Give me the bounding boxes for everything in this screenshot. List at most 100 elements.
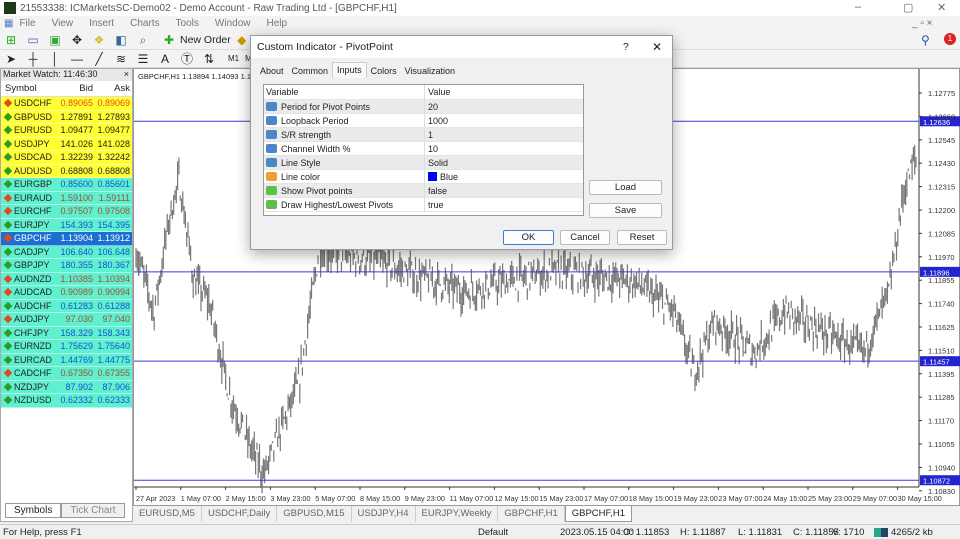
save-button[interactable]: Save — [589, 203, 662, 218]
chart-tab[interactable]: GBPUSD,M15 — [277, 506, 352, 522]
variable-value[interactable]: true — [428, 199, 444, 210]
dialog-tab-inputs[interactable]: Inputs — [332, 62, 367, 78]
new-order-button[interactable]: ✚ New Order — [158, 33, 231, 47]
input-row[interactable]: Line Style Solid — [264, 156, 583, 170]
col-ask[interactable]: Ask — [114, 83, 130, 94]
market-watch-row[interactable]: EURNZD 1.75629 1.75640 — [1, 340, 132, 354]
input-row[interactable]: Draw Highest/Lowest Pivots true — [264, 198, 583, 212]
channel-icon[interactable]: ☰ — [137, 51, 149, 66]
variable-value[interactable]: Solid — [428, 157, 449, 168]
variable-value[interactable]: 20 — [428, 101, 439, 112]
menu-help[interactable]: Help — [266, 17, 288, 29]
timeframe-m5[interactable]: M — [245, 54, 252, 63]
text-label-icon[interactable]: Ⓣ — [180, 51, 193, 66]
chart-tab[interactable]: EURUSD,M5 — [133, 506, 202, 522]
market-watch-row[interactable]: GBPUSD 1.27891 1.27893 — [1, 110, 132, 124]
market-watch-row[interactable]: EURCHF 0.97507 0.97508 — [1, 205, 132, 219]
market-watch-row[interactable]: CHFJPY 158.329 158.343 — [1, 326, 132, 340]
menu-charts[interactable]: Charts — [130, 17, 160, 29]
crosshair-navigator-icon[interactable]: ✥ — [71, 32, 83, 47]
variable-value[interactable]: Blue — [440, 171, 459, 182]
text-icon[interactable]: A — [160, 51, 169, 66]
market-watch-row[interactable]: AUDCAD 0.90989 0.90994 — [1, 286, 132, 300]
load-button[interactable]: Load — [589, 180, 662, 195]
dialog-tab-visualization[interactable]: Visualization — [404, 66, 455, 76]
market-watch-row[interactable]: GBPJPY 180.355 180.367 — [1, 259, 132, 273]
navigator-icon[interactable]: ◧ — [115, 32, 127, 47]
fibonacci-icon[interactable]: ≋ — [115, 51, 127, 66]
restore-button[interactable]: ▢ — [903, 2, 914, 14]
reset-button[interactable]: Reset — [617, 230, 667, 245]
cancel-button[interactable]: Cancel — [560, 230, 610, 245]
search-icon[interactable]: ⚲ — [921, 32, 930, 47]
minimize-button[interactable]: – — [855, 1, 862, 13]
app-menu-icon[interactable]: ▦ — [4, 17, 14, 29]
market-watch-row[interactable]: EURCAD 1.44769 1.44775 — [1, 353, 132, 367]
tab-tick-chart[interactable]: Tick Chart — [61, 503, 125, 518]
col-symbol[interactable]: Symbol — [5, 83, 37, 94]
autotrading-icon[interactable]: ◆ — [237, 32, 247, 47]
market-watch-row[interactable]: USDCAD 1.32239 1.32242 — [1, 151, 132, 165]
market-watch-row[interactable]: EURJPY 154.393 154.395 — [1, 218, 132, 232]
menu-view[interactable]: View — [51, 17, 74, 29]
menu-file[interactable]: File — [19, 17, 36, 29]
input-row[interactable]: Line color Blue — [264, 170, 583, 184]
chart-tab[interactable]: USDCHF,Daily — [202, 506, 278, 522]
variable-value[interactable]: 10 — [428, 143, 439, 154]
input-row[interactable]: S/R strength 1 — [264, 128, 583, 142]
vertical-line-icon[interactable]: │ — [51, 51, 59, 66]
market-watch-row[interactable]: USDJPY 141.026 141.028 — [1, 137, 132, 151]
market-watch-row[interactable]: CADJPY 106.640 106.648 — [1, 245, 132, 259]
dialog-close-button[interactable]: ✕ — [652, 40, 663, 54]
input-row[interactable]: Show Pivot points false — [264, 184, 583, 198]
input-row[interactable]: Period for Pivot Points 20 — [264, 100, 583, 114]
chart-tab[interactable]: USDJPY,H4 — [352, 506, 416, 522]
market-watch-row[interactable]: AUDNZD 1.10385 1.10394 — [1, 272, 132, 286]
notifications-badge[interactable]: 1 — [944, 33, 956, 45]
tab-symbols[interactable]: Symbols — [5, 503, 62, 518]
crosshair-icon[interactable]: ┼ — [28, 51, 38, 66]
variable-value[interactable]: false — [428, 185, 448, 196]
market-watch-row[interactable]: USDCHF 0.89065 0.89069 — [1, 97, 132, 111]
chart-tab[interactable]: GBPCHF,H1 — [564, 506, 633, 522]
market-watch-row[interactable]: NZDUSD 0.62332 0.62333 — [1, 394, 132, 408]
input-row[interactable]: Loopback Period 1000 — [264, 114, 583, 128]
dialog-tab-about[interactable]: About — [260, 66, 284, 76]
market-watch-row[interactable]: AUDCHF 0.61283 0.61288 — [1, 299, 132, 313]
input-row[interactable]: Channel Width % 10 — [264, 142, 583, 156]
chart-tab[interactable]: GBPCHF,H1 — [498, 506, 565, 522]
market-watch-icon[interactable]: ▣ — [49, 32, 61, 47]
market-watch-row[interactable]: GBPCHF 1.13904 1.13912 — [1, 232, 132, 246]
horizontal-line-icon[interactable]: — — [71, 51, 83, 66]
data-window-icon[interactable]: ❖ — [93, 32, 105, 47]
ok-button[interactable]: OK — [503, 230, 554, 245]
close-button[interactable]: ✕ — [937, 2, 947, 14]
dialog-tab-colors[interactable]: Colors — [370, 66, 397, 76]
col-bid[interactable]: Bid — [79, 83, 93, 94]
trendline-icon[interactable]: ╱ — [95, 51, 103, 66]
menu-window[interactable]: Window — [214, 17, 251, 29]
bid-price: 87.902 — [65, 381, 93, 392]
market-watch-row[interactable]: EURGBP 0.85600 0.85601 — [1, 178, 132, 192]
market-watch-row[interactable]: EURAUD 1.59100 1.59111 — [1, 191, 132, 205]
dialog-help-button[interactable]: ? — [623, 41, 629, 53]
variable-value[interactable]: 1 — [428, 129, 434, 140]
menu-tools[interactable]: Tools — [175, 17, 199, 29]
cursor-icon[interactable]: ➤ — [5, 51, 17, 66]
arrows-icon[interactable]: ⇅ — [203, 51, 215, 66]
variable-value[interactable]: 1000 — [428, 115, 449, 126]
timeframe-m1[interactable]: M1 — [228, 54, 240, 63]
market-watch-row[interactable]: CADCHF 0.67350 0.67355 — [1, 367, 132, 381]
market-watch-row[interactable]: AUDUSD 0.68808 0.68808 — [1, 164, 132, 178]
tester-icon[interactable]: ⌕ — [139, 32, 147, 47]
market-watch-close[interactable]: × — [123, 69, 129, 79]
new-chart-icon[interactable]: ⊞ — [5, 32, 17, 47]
market-watch-row[interactable]: EURUSD 1.09477 1.09477 — [1, 124, 132, 138]
menu-insert[interactable]: Insert — [89, 17, 115, 29]
market-watch-row[interactable]: NZDJPY 87.902 87.906 — [1, 380, 132, 394]
market-watch-row[interactable]: AUDJPY 97.030 97.040 — [1, 313, 132, 327]
chart-tab[interactable]: EURJPY,Weekly — [416, 506, 499, 522]
child-window-controls[interactable]: _ ▫ × — [912, 17, 933, 29]
profiles-icon[interactable]: ▭ — [27, 32, 39, 47]
dialog-tab-common[interactable]: Common — [291, 66, 329, 76]
